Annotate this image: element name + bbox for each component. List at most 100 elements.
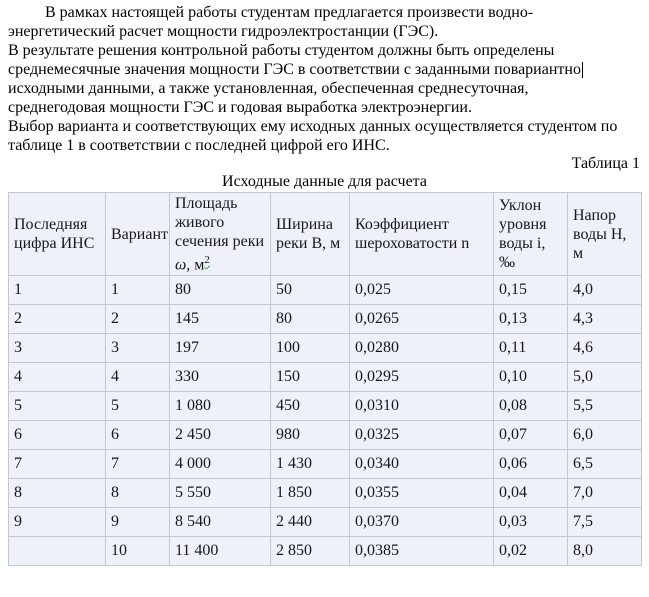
table-cell: 0,025 <box>349 275 494 306</box>
table-cell: 80 <box>270 304 350 335</box>
text-line-content: энергетический расчет мощности гидроэлек… <box>8 23 439 40</box>
table-cell: 2 450 <box>169 420 271 451</box>
table-cell: 330 <box>169 362 271 393</box>
table-cell: 0,10 <box>493 362 568 393</box>
table-cell: 1 080 <box>169 391 271 422</box>
table-row: 4 4 330 150 0,0295 0,10 5,0 <box>8 362 642 393</box>
table-cell: 7,0 <box>567 478 642 509</box>
table-cell: 5 <box>105 391 170 422</box>
table-cell: 7 <box>105 449 170 480</box>
table-cell: 0,11 <box>493 333 568 364</box>
table-cell: 0,0340 <box>349 449 494 480</box>
header-text: Площадь живого сечения реки <box>175 195 265 250</box>
column-header-river-width: Ширина реки B, м <box>270 191 350 277</box>
table-cell: 50 <box>270 275 350 306</box>
text-line: таблице 1 в соответствии с последней циф… <box>8 136 649 155</box>
table-cell: 4 <box>8 362 106 393</box>
table-cell: 0,03 <box>493 507 568 538</box>
table-cell: 100 <box>270 333 350 364</box>
text-line-content: среднемесячные значения мощности ГЭС в с… <box>8 61 581 78</box>
text-line-content: исходными данными, а также установленная… <box>8 80 529 97</box>
text-line-content: В результате решения контрольной работы … <box>8 42 555 59</box>
table-row: 3 3 197 100 0,0280 0,11 4,6 <box>8 333 642 364</box>
table-cell: 0,07 <box>493 420 568 451</box>
column-header-water-head: Напор воды H, м <box>567 191 642 277</box>
data-table: Последняя цифра ИНС Вариант Площадь живо… <box>8 191 642 567</box>
column-header-water-slope: Уклон уровня воды i, ‰ <box>493 191 568 277</box>
table-title: Исходные данные для расчета <box>222 173 427 190</box>
table-cell: 145 <box>169 304 271 335</box>
table-cell <box>8 536 106 567</box>
table-cell: 0,15 <box>493 275 568 306</box>
table-cell: 4,6 <box>567 333 642 364</box>
text-line: среднемесячные значения мощности ГЭС в с… <box>8 60 649 79</box>
table-cell: 4 <box>105 362 170 393</box>
table-cell: 6 <box>8 420 106 451</box>
table-cell: 0,0370 <box>349 507 494 538</box>
text-cursor <box>581 62 583 78</box>
column-header-roughness-coefficient: Коэффициент шероховатости n <box>349 191 494 277</box>
text-line: В рамках настоящей работы студентам пред… <box>8 3 649 22</box>
table-row: 8 8 5 550 1 850 0,0355 0,04 7,0 <box>8 478 642 509</box>
table-cell: 8 <box>8 478 106 509</box>
table-cell: 6,0 <box>567 420 642 451</box>
table-cell: 1 430 <box>270 449 350 480</box>
table-cell: 1 <box>8 275 106 306</box>
table-cell: 2 <box>105 304 170 335</box>
table-cell: 10 <box>105 536 170 567</box>
table-cell: 8,0 <box>567 536 642 567</box>
table-cell: 5 <box>8 391 106 422</box>
table-cell: 1 850 <box>270 478 350 509</box>
table-cell: 0,0310 <box>349 391 494 422</box>
table-cell: 6 <box>105 420 170 451</box>
column-header-cross-section-area: Площадь живого сечения реки ω, м2 <box>169 191 271 277</box>
text-line-content: В рамках настоящей работы студентам пред… <box>45 4 534 21</box>
table-cell: 0,0280 <box>349 333 494 364</box>
table-cell: 80 <box>169 275 271 306</box>
table-row: 2 2 145 80 0,0265 0,13 4,3 <box>8 304 642 335</box>
table-cell: 197 <box>169 333 271 364</box>
table-cell: 5 550 <box>169 478 271 509</box>
table-caption: Таблица 1 <box>571 155 640 172</box>
table-cell: 2 440 <box>270 507 350 538</box>
text-line: исходными данными, а также установленная… <box>8 79 649 98</box>
table-cell: 2 850 <box>270 536 350 567</box>
text-line-content: таблице 1 в соответствии с последней циф… <box>8 137 390 154</box>
table-cell: 7,5 <box>567 507 642 538</box>
table-cell: 5,5 <box>567 391 642 422</box>
table-cell: 4,3 <box>567 304 642 335</box>
table-cell: 8 <box>105 478 170 509</box>
table-cell: 150 <box>270 362 350 393</box>
table-cell: 0,02 <box>493 536 568 567</box>
table-cell: 11 400 <box>169 536 271 567</box>
table-cell: 4,0 <box>567 275 642 306</box>
omega-symbol: ω <box>175 256 187 274</box>
text-line: Выбор варианта и соответствующих ему исх… <box>8 117 649 136</box>
table-cell: 0,0355 <box>349 478 494 509</box>
intro-paragraph: В рамках настоящей работы студентам пред… <box>0 0 649 155</box>
table-cell: 3 <box>105 333 170 364</box>
table-cell: 5,0 <box>567 362 642 393</box>
table-cell: 450 <box>270 391 350 422</box>
table-cell: 0,13 <box>493 304 568 335</box>
table-cell: 0,04 <box>493 478 568 509</box>
table-row: 6 6 2 450 980 0,0325 0,07 6,0 <box>8 420 642 451</box>
table-cell: 4 000 <box>169 449 271 480</box>
table-cell: 0,0295 <box>349 362 494 393</box>
table-cell: 0,0325 <box>349 420 494 451</box>
table-cell: 0,06 <box>493 449 568 480</box>
table-row: 7 7 4 000 1 430 0,0340 0,06 6,5 <box>8 449 642 480</box>
superscript-2-spellcheck: 2 <box>204 254 210 266</box>
table-cell: 3 <box>8 333 106 364</box>
column-header-variant: Вариант <box>105 191 170 277</box>
table-cell: 0,0265 <box>349 304 494 335</box>
table-row: 9 9 8 540 2 440 0,0370 0,03 7,5 <box>8 507 642 538</box>
header-row: Последняя цифра ИНС Вариант Площадь живо… <box>8 191 642 277</box>
table-row: 1 1 80 50 0,025 0,15 4,0 <box>8 275 642 306</box>
text-line-content: Выбор варианта и соответствующих ему исх… <box>8 118 618 135</box>
text-line: среднегодовая мощности ГЭС и годовая выр… <box>8 98 649 117</box>
column-header-last-digit: Последняя цифра ИНС <box>8 191 106 277</box>
table-cell: 9 <box>8 507 106 538</box>
table-cell: 980 <box>270 420 350 451</box>
